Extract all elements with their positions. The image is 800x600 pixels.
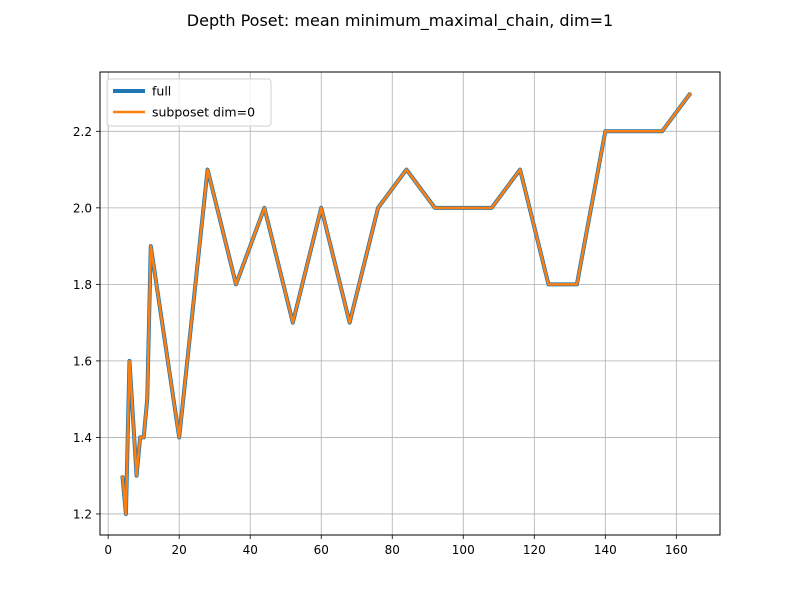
data-point bbox=[661, 130, 663, 133]
y-tick-label: 2.2 bbox=[73, 125, 92, 139]
y-tick-label: 1.8 bbox=[73, 278, 92, 292]
y-tick-label: 1.6 bbox=[73, 354, 92, 368]
data-point bbox=[348, 321, 351, 324]
y-tick-label: 2.0 bbox=[73, 201, 92, 215]
data-point bbox=[292, 321, 294, 324]
data-point bbox=[377, 207, 379, 209]
data-point bbox=[263, 207, 266, 209]
legend: full subposet dim=0 bbox=[106, 78, 272, 127]
x-tick-label: 100 bbox=[452, 543, 475, 557]
data-point bbox=[689, 92, 692, 94]
x-tick-label: 140 bbox=[594, 543, 617, 557]
legend-frame bbox=[106, 78, 272, 127]
y-tick-label: 1.4 bbox=[73, 431, 92, 445]
data-point bbox=[434, 207, 436, 209]
data-point bbox=[135, 474, 138, 477]
data-point bbox=[206, 168, 209, 171]
data-point bbox=[142, 436, 145, 439]
data-point bbox=[139, 436, 141, 439]
legend-label-full: full bbox=[152, 84, 171, 99]
data-point bbox=[632, 130, 635, 133]
data-point bbox=[121, 474, 124, 477]
x-tick-label: 60 bbox=[314, 543, 329, 557]
y-tick-label: 1.2 bbox=[73, 507, 92, 521]
data-point bbox=[178, 436, 180, 439]
plot-frame bbox=[99, 71, 721, 536]
x-tick-label: 80 bbox=[385, 543, 400, 557]
data-point bbox=[128, 360, 131, 362]
data-point bbox=[576, 283, 578, 286]
data-point bbox=[462, 207, 465, 209]
data-point bbox=[125, 513, 127, 515]
x-tick-label: 120 bbox=[523, 543, 546, 557]
series-layer bbox=[120, 91, 693, 516]
legend-label-subposet: subposet dim=0 bbox=[152, 105, 255, 120]
data-point bbox=[547, 283, 550, 286]
data-point bbox=[490, 207, 493, 209]
x-tick-label: 40 bbox=[243, 543, 258, 557]
data-point bbox=[405, 168, 408, 171]
x-tick-label: 20 bbox=[172, 543, 187, 557]
x-tick-label: 0 bbox=[104, 543, 112, 557]
data-point bbox=[519, 168, 521, 171]
data-point bbox=[235, 283, 237, 286]
data-point bbox=[146, 398, 149, 400]
x-tick-label: 160 bbox=[665, 543, 688, 557]
grid-layer bbox=[100, 72, 720, 535]
chart-title: Depth Poset: mean minimum_maximal_chain,… bbox=[187, 11, 613, 31]
data-point bbox=[604, 130, 607, 133]
data-point bbox=[149, 245, 152, 247]
tick-layer: 0 20 40 60 80 100 120 140 160 1.2 1.4 1.6 1.8 2.0 2.2 bbox=[73, 125, 688, 557]
data-point bbox=[320, 207, 323, 209]
